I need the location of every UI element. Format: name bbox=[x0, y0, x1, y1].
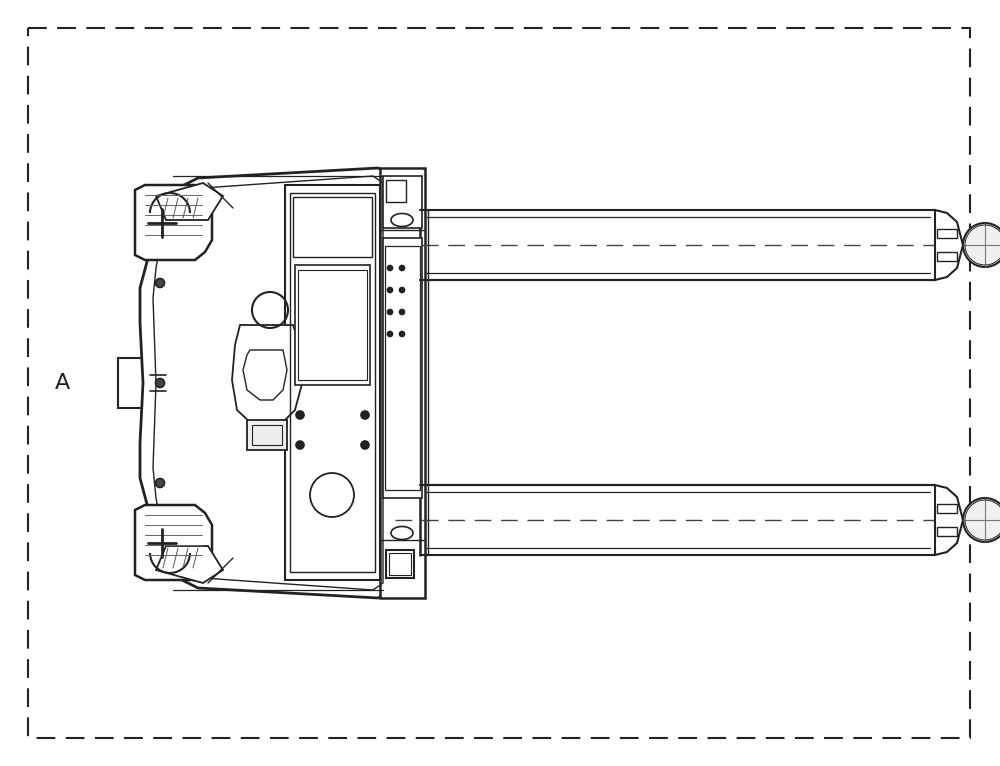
Polygon shape bbox=[135, 505, 212, 580]
Circle shape bbox=[156, 378, 165, 388]
Bar bbox=[937, 252, 957, 261]
Circle shape bbox=[156, 279, 165, 287]
Bar bbox=[385, 246, 420, 490]
Circle shape bbox=[296, 441, 304, 449]
Bar bbox=[937, 504, 957, 513]
Polygon shape bbox=[935, 210, 963, 280]
Polygon shape bbox=[156, 183, 223, 220]
Bar bbox=[420, 280, 935, 485]
Bar bbox=[386, 180, 406, 202]
Bar bbox=[937, 527, 957, 536]
Bar bbox=[252, 425, 282, 445]
Circle shape bbox=[400, 332, 405, 336]
Bar bbox=[383, 176, 422, 228]
Bar bbox=[285, 185, 380, 580]
Polygon shape bbox=[935, 485, 963, 555]
Polygon shape bbox=[232, 325, 303, 425]
Bar bbox=[247, 420, 287, 450]
Bar bbox=[383, 238, 422, 498]
Circle shape bbox=[388, 266, 393, 270]
Circle shape bbox=[963, 223, 1000, 267]
Bar bbox=[937, 229, 957, 238]
Bar bbox=[295, 265, 370, 385]
Circle shape bbox=[400, 266, 405, 270]
Bar bbox=[298, 270, 367, 380]
Circle shape bbox=[296, 411, 304, 419]
Circle shape bbox=[388, 332, 393, 336]
Circle shape bbox=[400, 287, 405, 293]
Bar bbox=[389, 553, 411, 575]
Bar bbox=[293, 197, 372, 257]
Circle shape bbox=[361, 441, 369, 449]
Circle shape bbox=[156, 479, 165, 487]
Circle shape bbox=[388, 287, 393, 293]
Bar bbox=[380, 168, 425, 598]
Polygon shape bbox=[156, 546, 223, 583]
Polygon shape bbox=[135, 185, 212, 260]
Bar bbox=[290, 193, 375, 572]
Circle shape bbox=[361, 411, 369, 419]
Circle shape bbox=[963, 498, 1000, 542]
Bar bbox=[386, 550, 414, 578]
Polygon shape bbox=[140, 168, 388, 598]
Circle shape bbox=[388, 309, 393, 315]
Text: A: A bbox=[55, 373, 70, 393]
Circle shape bbox=[400, 309, 405, 315]
